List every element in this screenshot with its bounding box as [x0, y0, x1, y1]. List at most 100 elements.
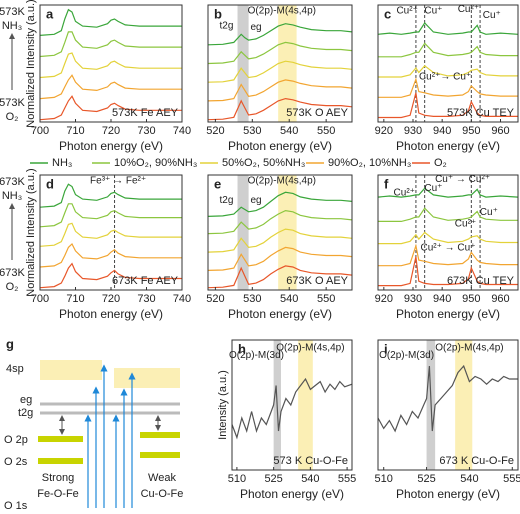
x-tick-label: 700 — [31, 125, 49, 137]
level-bar — [38, 458, 83, 464]
side-label: NH₃ — [2, 20, 22, 32]
y-axis-label: Normalized Intensity (a.u.) — [25, 0, 37, 128]
x-tick-label: 510 — [375, 473, 393, 485]
x-axis-label: Photon energy (eV) — [240, 487, 344, 501]
spectrum-line — [207, 246, 353, 271]
x-tick-label: 950 — [462, 293, 480, 305]
x-tick-label: 525 — [264, 473, 282, 485]
level-label: O 2s — [4, 456, 28, 468]
x-tick-label: 550 — [317, 125, 335, 137]
spectrum-line — [207, 79, 353, 102]
annotation: Fe³⁺ → Fe²⁺ — [90, 175, 146, 186]
spectrum-line — [378, 207, 518, 222]
x-tick-label: 730 — [137, 293, 155, 305]
spectrum-line — [378, 42, 518, 58]
legend-label: NH₃ — [52, 157, 72, 169]
x-tick-label: 550 — [317, 293, 335, 305]
spectrum-line — [39, 95, 182, 121]
side-label: NH₃ — [2, 190, 22, 202]
spectrum-line — [378, 64, 518, 78]
y-axis-label: Normalized Intensity (a.u.) — [25, 168, 37, 296]
panel-letter: g — [6, 336, 14, 351]
annotation: Cu²⁺ — [455, 218, 476, 229]
y-axis-label: Intensity (a.u.) — [217, 370, 229, 440]
annotation: Cu²⁺→ Cu⁺ — [419, 72, 471, 83]
x-tick-label: 555 — [503, 473, 520, 485]
x-tick-label: 540 — [460, 473, 478, 485]
legend-label: 50%O₂, 50%NH₃ — [222, 157, 305, 169]
shaded-region — [278, 175, 297, 290]
x-tick-label: 920 — [375, 293, 393, 305]
panel-note: 673K Fe AEY — [112, 275, 179, 287]
legend-label: 10%O₂, 90%NH₃ — [114, 157, 197, 169]
x-tick-label: 510 — [228, 473, 246, 485]
annotation: Cu²⁺ → Cu⁺ — [420, 243, 475, 254]
annotation: Cu⁺ → Cu²⁺ — [435, 174, 490, 185]
panel-letter: f — [384, 176, 389, 191]
x-tick-label: 530 — [243, 125, 261, 137]
spectrum-line — [39, 31, 182, 58]
x-tick-label: 520 — [206, 125, 224, 137]
x-tick-label: 555 — [338, 473, 356, 485]
x-tick-label: 720 — [102, 125, 120, 137]
annotation: Cu²⁺ — [394, 187, 415, 198]
spectrum-line — [377, 22, 519, 35]
spectrum-line — [207, 265, 353, 289]
annotation: O(2p)-M(3d) — [379, 350, 434, 361]
level-box — [114, 368, 180, 388]
side-label: O₂ — [6, 281, 19, 293]
side-label: 573K — [0, 97, 26, 109]
spectrum-line — [207, 228, 353, 253]
spectrum-line — [378, 231, 518, 245]
annotation: eg — [250, 22, 261, 33]
diagram: g 4sp eg t2g O 2p O 2s O 1s Strong Fe-O-… — [4, 336, 183, 511]
x-tick-label: 940 — [433, 293, 451, 305]
x-tick-label: 710 — [66, 125, 84, 137]
spectrum-line — [207, 23, 353, 46]
panel-letter: i — [384, 341, 388, 356]
x-tick-label: 700 — [31, 293, 49, 305]
spectrum-line — [378, 243, 518, 267]
x-tick-label: 930 — [404, 293, 422, 305]
annotation: t2g — [220, 21, 234, 32]
level-label: t2g — [18, 407, 33, 419]
spectrum-line — [377, 187, 519, 198]
bond-label: Strong — [42, 472, 74, 484]
spectrum-line — [39, 183, 182, 208]
x-tick-label: 740 — [173, 293, 191, 305]
annotation: Cu⁺ — [424, 183, 442, 194]
spectrum-line — [377, 364, 518, 433]
annotation: eg — [250, 195, 261, 206]
panel-note: 673K Cu TEY — [447, 275, 515, 287]
plot-frame — [377, 4, 519, 123]
x-tick-label: 540 — [301, 473, 319, 485]
bond-label: Weak — [148, 472, 176, 484]
spectrum-line — [207, 97, 353, 121]
panel-letter: c — [384, 6, 391, 21]
transitions — [84, 364, 136, 508]
spectrum-line — [39, 52, 182, 79]
panel-letter: b — [214, 6, 222, 21]
x-axis-label: Photon energy (eV) — [396, 139, 500, 153]
x-tick-label: 530 — [243, 293, 261, 305]
x-tick-label: 940 — [433, 125, 451, 137]
panel-note: 673K O AEY — [286, 275, 348, 287]
panel-letter: e — [214, 176, 221, 191]
x-tick-label: 740 — [173, 125, 191, 137]
x-tick-label: 540 — [280, 125, 298, 137]
shaded-region — [237, 5, 249, 122]
shaded-region — [278, 5, 297, 122]
x-axis-label: Photon energy (eV) — [396, 487, 500, 501]
bond-label: Fe-O-Fe — [37, 488, 79, 500]
plot-frame — [377, 174, 519, 291]
x-tick-label: 710 — [66, 293, 84, 305]
legend-label: O₂ — [434, 157, 447, 169]
x-tick-label: 920 — [375, 125, 393, 137]
annotation: Cu⁺ — [483, 10, 501, 21]
level-label: 4sp — [6, 363, 24, 375]
side-label: 673K — [0, 267, 26, 279]
x-axis-label: Photon energy (eV) — [228, 307, 332, 321]
x-tick-label: 520 — [206, 293, 224, 305]
panel-letter: d — [46, 176, 54, 191]
